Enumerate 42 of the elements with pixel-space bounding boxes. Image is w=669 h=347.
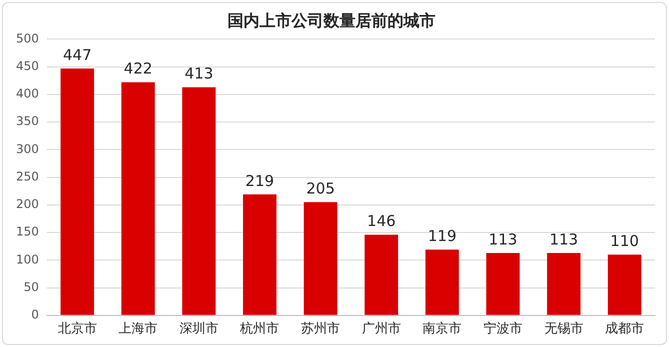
- bar: [608, 254, 642, 315]
- bar: [182, 87, 216, 315]
- x-tick-label: 杭州市: [239, 322, 280, 337]
- data-label: 113: [488, 230, 518, 248]
- x-tick-label: 成都市: [605, 322, 644, 337]
- y-tick-label: 350: [16, 114, 39, 128]
- x-tick-label: 上海市: [118, 322, 158, 337]
- y-tick-label: 200: [16, 197, 39, 212]
- y-tick-label: 100: [16, 252, 39, 266]
- data-label: 113: [549, 230, 578, 248]
- y-tick-label: 0: [31, 308, 39, 322]
- data-label: 447: [62, 46, 92, 64]
- x-tick-label: 广州市: [362, 322, 401, 337]
- y-tick-label: 400: [16, 86, 39, 101]
- x-tick-label: 北京市: [58, 322, 97, 337]
- bar: [425, 250, 459, 315]
- y-tick-label: 300: [16, 142, 39, 156]
- y-tick-label: 500: [16, 31, 39, 46]
- data-label: 110: [610, 232, 639, 250]
- bar: [60, 68, 94, 315]
- data-label: 413: [184, 64, 214, 83]
- x-tick-label: 南京市: [422, 322, 462, 337]
- bar: [243, 194, 276, 315]
- data-label: 205: [306, 180, 335, 198]
- chart-title: 国内上市公司数量居前的城市: [228, 10, 436, 30]
- bar: [547, 252, 581, 315]
- bar: [364, 234, 398, 315]
- bar: [486, 252, 520, 315]
- y-tick-label: 250: [16, 169, 39, 184]
- x-tick-label: 深圳市: [179, 322, 218, 337]
- data-label: 119: [428, 227, 456, 246]
- x-tick-label: 宁波市: [483, 320, 522, 337]
- bar: [121, 82, 155, 315]
- y-tick-label: 50: [24, 280, 39, 294]
- x-tick-label: 无锡市: [544, 322, 584, 337]
- data-label: 219: [245, 172, 274, 190]
- data-label: 146: [367, 212, 396, 230]
- y-tick-label: 150: [16, 224, 39, 239]
- y-tick-label: 450: [16, 58, 39, 73]
- x-tick-label: 苏州市: [301, 322, 340, 337]
- bar: [304, 202, 338, 315]
- data-label: 422: [124, 60, 152, 78]
